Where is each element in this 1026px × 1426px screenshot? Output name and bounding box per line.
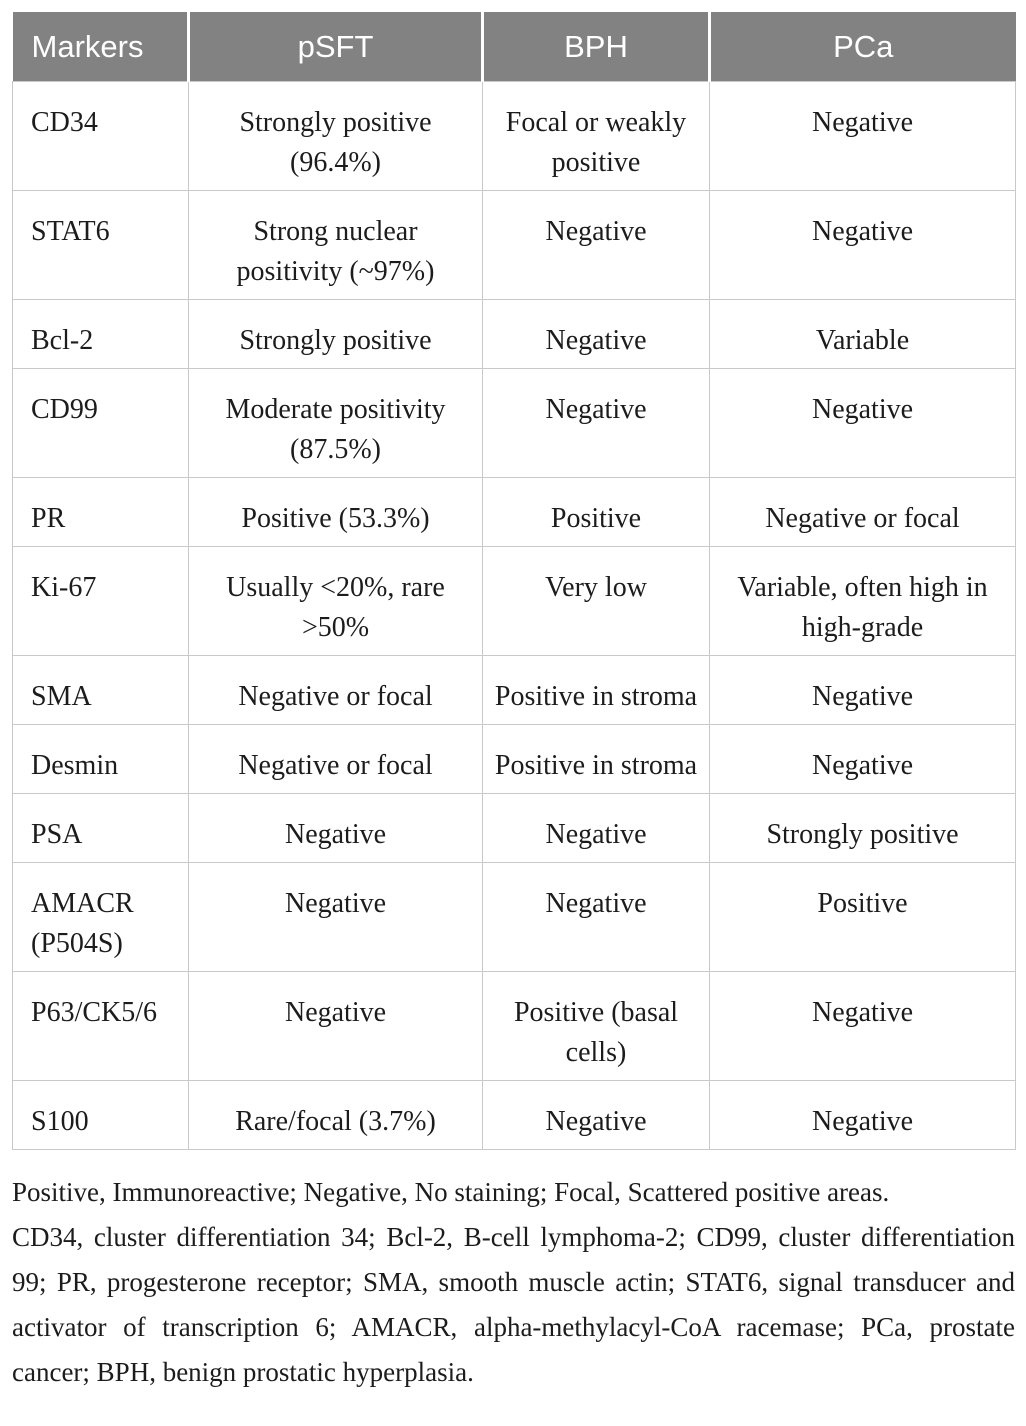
column-header-psft: pSFT — [187, 12, 483, 82]
column-header-markers: Markers — [12, 12, 189, 82]
table-row: STAT6 Strong nuclear positivity (~97%) N… — [12, 190, 1016, 300]
psft-value: Negative or focal — [188, 724, 483, 794]
pca-value: Negative — [709, 655, 1016, 725]
psft-value: Strong nuclear positivity (~97%) — [188, 190, 483, 300]
table-row: PR Positive (53.3%) Positive Negative or… — [12, 477, 1016, 547]
psft-value: Negative or focal — [188, 655, 483, 725]
psft-value: Strongly positive (96.4%) — [188, 81, 483, 191]
pca-value: Strongly positive — [709, 793, 1016, 863]
bph-value: Negative — [482, 862, 710, 972]
bph-value: Positive — [482, 477, 710, 547]
table-row: Ki-67 Usually <20%, rare >50% Very low V… — [12, 546, 1016, 656]
pca-value: Variable — [709, 299, 1016, 369]
table-row: SMA Negative or focal Positive in stroma… — [12, 655, 1016, 725]
bph-value: Focal or weakly positive — [482, 81, 710, 191]
marker-name: CD99 — [12, 368, 189, 478]
marker-name: STAT6 — [12, 190, 189, 300]
markers-comparison-table: Markers pSFT BPH PCa CD34 Strongly posit… — [12, 12, 1016, 1150]
table-row: AMACR (P504S) Negative Negative Positive — [12, 862, 1016, 972]
psft-value: Negative — [188, 862, 483, 972]
table-row: PSA Negative Negative Strongly positive — [12, 793, 1016, 863]
bph-value: Very low — [482, 546, 710, 656]
bph-value: Positive in stroma — [482, 724, 710, 794]
table-header-row: Markers pSFT BPH PCa — [12, 12, 1016, 82]
table-figure: Markers pSFT BPH PCa CD34 Strongly posit… — [12, 12, 1016, 1395]
column-header-bph: BPH — [481, 12, 710, 82]
marker-name: Bcl-2 — [12, 299, 189, 369]
pca-value: Negative — [709, 971, 1016, 1081]
table-row: CD99 Moderate positivity (87.5%) Negativ… — [12, 368, 1016, 478]
table-row: Bcl-2 Strongly positive Negative Variabl… — [12, 299, 1016, 369]
psft-value: Usually <20%, rare >50% — [188, 546, 483, 656]
marker-name: AMACR (P504S) — [12, 862, 189, 972]
psft-value: Moderate positivity (87.5%) — [188, 368, 483, 478]
footnote-abbreviations: CD34, cluster differentiation 34; Bcl-2,… — [12, 1222, 1015, 1387]
pca-value: Negative — [709, 190, 1016, 300]
column-header-pca: PCa — [708, 12, 1016, 82]
pca-value: Positive — [709, 862, 1016, 972]
pca-value: Negative or focal — [709, 477, 1016, 547]
bph-value: Negative — [482, 793, 710, 863]
bph-value: Positive in stroma — [482, 655, 710, 725]
table-row: P63/CK5/6 Negative Positive (basal cells… — [12, 971, 1016, 1081]
marker-name: SMA — [12, 655, 189, 725]
psft-value: Strongly positive — [188, 299, 483, 369]
psft-value: Negative — [188, 971, 483, 1081]
bph-value: Negative — [482, 368, 710, 478]
table-footnotes: Positive, Immunoreactive; Negative, No s… — [12, 1171, 1015, 1395]
marker-name: P63/CK5/6 — [12, 971, 189, 1081]
pca-value: Negative — [709, 724, 1016, 794]
marker-name: S100 — [12, 1080, 189, 1150]
marker-name: CD34 — [12, 81, 189, 191]
psft-value: Negative — [188, 793, 483, 863]
marker-name: Desmin — [12, 724, 189, 794]
pca-value: Negative — [709, 1080, 1016, 1150]
marker-name: PSA — [12, 793, 189, 863]
footnote-definitions: Positive, Immunoreactive; Negative, No s… — [12, 1177, 890, 1207]
table-row: CD34 Strongly positive (96.4%) Focal or … — [12, 81, 1016, 191]
pca-value: Variable, often high in high-grade — [709, 546, 1016, 656]
psft-value: Rare/focal (3.7%) — [188, 1080, 483, 1150]
pca-value: Negative — [709, 81, 1016, 191]
table-row: S100 Rare/focal (3.7%) Negative Negative — [12, 1080, 1016, 1150]
psft-value: Positive (53.3%) — [188, 477, 483, 547]
bph-value: Negative — [482, 190, 710, 300]
marker-name: Ki-67 — [12, 546, 189, 656]
bph-value: Negative — [482, 1080, 710, 1150]
bph-value: Positive (basal cells) — [482, 971, 710, 1081]
bph-value: Negative — [482, 299, 710, 369]
marker-name: PR — [12, 477, 189, 547]
pca-value: Negative — [709, 368, 1016, 478]
table-row: Desmin Negative or focal Positive in str… — [12, 724, 1016, 794]
